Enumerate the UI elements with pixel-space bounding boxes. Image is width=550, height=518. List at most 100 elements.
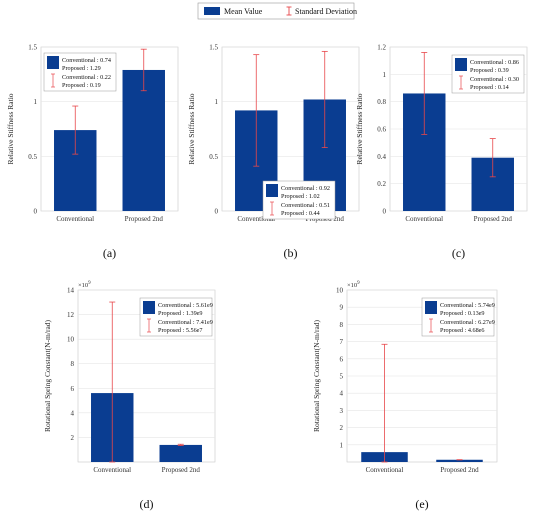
error-bar bbox=[177, 443, 184, 447]
inset-legend-mean-swatch bbox=[425, 301, 437, 314]
main-legend: Mean Value Standard Deviation bbox=[197, 2, 357, 20]
error-bar bbox=[253, 54, 260, 167]
y-exponent-label: ×109 bbox=[78, 281, 91, 289]
main-legend-std-swatch bbox=[286, 6, 292, 16]
error-bar bbox=[381, 343, 388, 463]
y-axis-label: Relative Stiffness Ratio bbox=[187, 93, 196, 164]
y-tick-label: 0 bbox=[383, 208, 387, 216]
y-axis-label: Relative Stiffness Ratio bbox=[6, 93, 15, 164]
y-tick-label: 5 bbox=[340, 373, 344, 381]
error-bar bbox=[109, 301, 116, 463]
y-axis-label: Rotational Spring Constant(N-m/rad) bbox=[312, 319, 321, 432]
x-tick-label: Conventional bbox=[366, 466, 404, 474]
inset-legend-entry: Conventional : 5.61e9 bbox=[158, 302, 213, 309]
inset-legend-entry: Conventional : 7.41e9 bbox=[158, 319, 213, 326]
y-tick-label: 10 bbox=[67, 336, 75, 344]
y-tick-label: 1 bbox=[34, 98, 38, 106]
inset-legend-entry: Proposed : 5.56e7 bbox=[158, 327, 203, 334]
y-tick-label: 4 bbox=[71, 409, 75, 417]
y-tick-label: 1.5 bbox=[209, 44, 218, 52]
inset-legend-entry: Proposed : 1.29 bbox=[62, 65, 101, 72]
inset-legend-entry: Conventional : 0.30 bbox=[470, 76, 519, 83]
y-tick-label: 6 bbox=[71, 385, 75, 393]
y-tick-label: 3 bbox=[340, 407, 344, 415]
y-tick-label: 6 bbox=[340, 355, 344, 363]
inset-legend-mean-swatch bbox=[266, 184, 278, 197]
inset-legend-std-swatch bbox=[429, 318, 433, 333]
inset-legend-entry: Proposed : 4.68e6 bbox=[440, 327, 485, 334]
main-legend-mean-swatch bbox=[204, 7, 220, 15]
inset-legend-entry: Conventional : 0.86 bbox=[470, 59, 519, 66]
inset-legend-entry: Proposed : 1.39e9 bbox=[158, 310, 203, 317]
y-tick-label: 2 bbox=[340, 424, 344, 432]
y-tick-label: 1 bbox=[340, 441, 344, 449]
chart-panel-5: 1 2 3 4 5 6 7 8 9 10×109 Conventional Proposed 2nd R… bbox=[312, 281, 498, 511]
x-tick-label: Proposed 2nd bbox=[125, 215, 164, 223]
y-tick-label: 1 bbox=[383, 71, 387, 79]
y-tick-label: 0.5 bbox=[209, 153, 218, 161]
y-tick-label: 0.8 bbox=[377, 98, 386, 106]
y-tick-label: 4 bbox=[340, 390, 344, 398]
y-tick-label: 0.2 bbox=[377, 180, 386, 188]
y-tick-label: 0.4 bbox=[377, 153, 386, 161]
panel-label: (c) bbox=[452, 246, 465, 260]
y-tick-label: 0.5 bbox=[28, 153, 37, 161]
x-tick-label: Conventional bbox=[405, 215, 443, 223]
y-tick-label: 2 bbox=[71, 434, 75, 442]
inset-legend-entry: Proposed : 0.19 bbox=[62, 82, 101, 89]
inset-legend-entry: Proposed : 0.14 bbox=[470, 84, 509, 91]
bar-proposed-2nd bbox=[436, 459, 483, 462]
main-legend-std-label: Standard Deviation bbox=[295, 7, 357, 16]
y-exponent-label: ×109 bbox=[347, 281, 360, 289]
x-tick-label: Proposed 2nd bbox=[474, 215, 513, 223]
y-tick-label: 7 bbox=[340, 338, 344, 346]
inset-legend-entry: Conventional : 0.92 bbox=[281, 185, 330, 192]
y-tick-label: 0.6 bbox=[377, 126, 386, 134]
inset-legend-mean-swatch bbox=[47, 56, 59, 69]
y-tick-label: 1.5 bbox=[28, 44, 37, 52]
inset-legend-std-swatch bbox=[270, 201, 274, 216]
y-tick-label: 8 bbox=[340, 321, 344, 329]
inset-legend-entry: Conventional : 0.74 bbox=[62, 57, 111, 64]
error-bar bbox=[421, 52, 428, 135]
panel-label: (b) bbox=[284, 246, 298, 260]
y-tick-label: 10 bbox=[336, 287, 344, 295]
inset-legend-entry: Conventional : 6.27e9 bbox=[440, 319, 495, 326]
panel-label: (d) bbox=[140, 497, 154, 511]
y-tick-label: 14 bbox=[67, 287, 75, 295]
y-tick-label: 12 bbox=[67, 311, 75, 319]
y-axis-label: Relative Stiffness Ratio bbox=[355, 93, 364, 164]
inset-legend-entry: Proposed : 0.13e9 bbox=[440, 310, 485, 317]
error-bar bbox=[489, 138, 496, 178]
inset-legend-mean-swatch bbox=[455, 58, 467, 71]
inset-legend-std-swatch bbox=[147, 318, 151, 333]
chart-panel-3: 0 0.2 0.4 0.6 0.8 1 1.2 Conventional Proposed 2n… bbox=[355, 44, 528, 260]
inset-legend-mean-swatch bbox=[143, 301, 155, 314]
y-tick-label: 9 bbox=[340, 304, 344, 312]
panel-label: (e) bbox=[415, 497, 428, 511]
x-tick-label: Proposed 2nd bbox=[440, 466, 479, 474]
inset-legend-entry: Conventional : 0.51 bbox=[281, 202, 330, 209]
y-tick-label: 0 bbox=[215, 208, 219, 216]
x-tick-label: Conventional bbox=[93, 466, 131, 474]
error-bar bbox=[140, 48, 147, 92]
error-bar bbox=[321, 50, 328, 148]
y-tick-label: 0 bbox=[34, 208, 38, 216]
bar-proposed-2nd bbox=[159, 444, 202, 462]
inset-legend-entry: Conventional : 0.22 bbox=[62, 74, 111, 81]
inset-legend-entry: Proposed : 1.02 bbox=[281, 193, 320, 200]
error-bar bbox=[72, 105, 79, 155]
x-tick-label: Conventional bbox=[56, 215, 94, 223]
inset-legend-entry: Conventional : 5.74e9 bbox=[440, 302, 495, 309]
y-axis-label: Rotational Spring Constant(N-m/rad) bbox=[43, 319, 52, 432]
bar-proposed-2nd bbox=[122, 69, 165, 212]
y-tick-label: 8 bbox=[71, 360, 75, 368]
y-tick-label: 1 bbox=[215, 98, 219, 106]
panel-label: (a) bbox=[103, 246, 116, 260]
